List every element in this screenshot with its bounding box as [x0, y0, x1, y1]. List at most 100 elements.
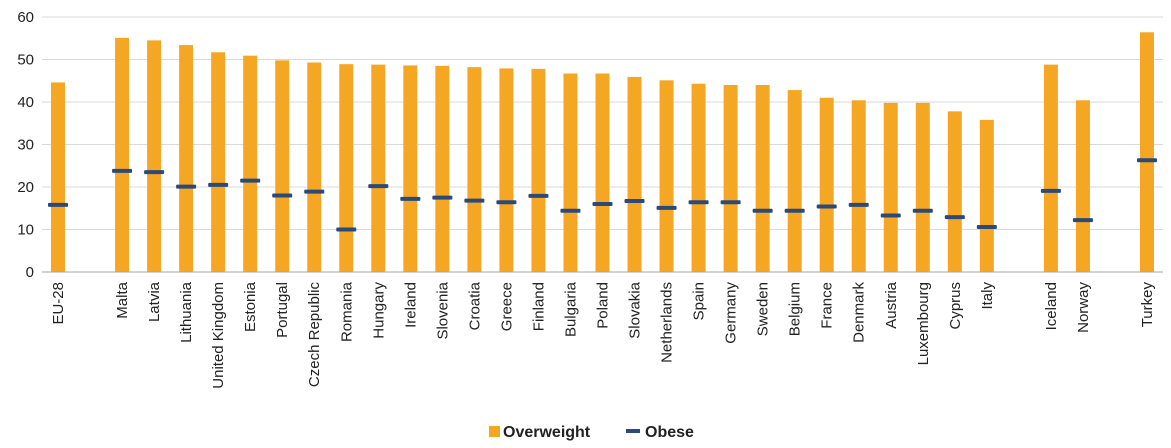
- bar-overweight: [883, 102, 898, 272]
- bar-overweight: [851, 100, 866, 272]
- x-tick-label: Croatia: [466, 281, 483, 330]
- y-tick-label: 50: [17, 52, 34, 69]
- y-tick-label: 20: [17, 179, 34, 196]
- marker-obese: [592, 202, 613, 206]
- marker-obese: [656, 205, 677, 210]
- x-tick-label: Spain: [691, 282, 708, 320]
- x-tick-label: EU-28: [50, 282, 67, 325]
- marker-obese: [624, 199, 645, 204]
- bar-overweight: [499, 68, 514, 272]
- bar-overweight: [1139, 32, 1154, 272]
- x-tick-label: Germany: [723, 282, 740, 344]
- x-tick-label: Cyprus: [947, 282, 964, 330]
- legend-swatch-overweight: [489, 426, 500, 437]
- marker-obese: [464, 198, 485, 203]
- bar-overweight: [723, 85, 738, 272]
- x-tick-label: Slovenia: [434, 281, 451, 339]
- bar-overweight: [147, 40, 162, 272]
- y-tick-label: 30: [17, 137, 34, 154]
- bar-overweight: [947, 111, 962, 272]
- marker-obese: [144, 170, 165, 175]
- bar-overweight: [275, 60, 290, 272]
- marker-obese: [336, 227, 357, 232]
- x-tick-label: Czech Republic: [306, 282, 323, 388]
- y-tick-label: 40: [17, 94, 34, 111]
- marker-obese: [240, 178, 261, 183]
- bar-overweight: [691, 83, 706, 272]
- bar-overweight: [435, 65, 450, 272]
- y-tick-label: 60: [17, 9, 34, 26]
- marker-obese: [848, 202, 869, 207]
- x-tick-label: Ireland: [402, 282, 419, 328]
- x-tick-label: Luxembourg: [915, 282, 932, 365]
- bar-overweight: [1043, 64, 1058, 272]
- x-tick-label: United Kingdom: [210, 282, 227, 389]
- x-tick-label: Estonia: [242, 281, 259, 332]
- marker-obese: [112, 168, 133, 173]
- y-axis-ticks: 0 10 20 30 40 50 60: [17, 9, 34, 281]
- bar-overweight: [979, 119, 994, 272]
- x-tick-label: Norway: [1075, 282, 1092, 333]
- x-tick-label: Turkey: [1139, 282, 1156, 328]
- bar-overweight: [755, 85, 770, 272]
- bar-overweight: [531, 68, 546, 272]
- x-tick-label: Iceland: [1043, 282, 1060, 330]
- marker-obese: [560, 208, 581, 213]
- x-tick-label: Italy: [979, 282, 996, 310]
- x-tick-label: Greece: [498, 282, 515, 331]
- bar-overweight: [915, 102, 930, 272]
- x-tick-label: Austria: [883, 281, 900, 328]
- x-tick-label: Portugal: [274, 282, 291, 338]
- legend-label-overweight: Overweight: [503, 424, 591, 441]
- marker-obese: [1072, 218, 1093, 223]
- x-tick-label: Poland: [595, 282, 612, 329]
- marker-obese: [400, 196, 421, 201]
- bar-overweight: [307, 62, 322, 272]
- x-tick-label: Slovakia: [627, 281, 644, 338]
- marker-obese: [688, 200, 709, 205]
- marker-obese: [176, 184, 197, 189]
- x-tick-label: France: [819, 282, 836, 329]
- bar-overweight: [243, 55, 258, 272]
- x-tick-label: Sweden: [755, 282, 772, 336]
- marker-obese: [528, 193, 549, 198]
- bar-overweight: [1075, 100, 1090, 272]
- x-tick-label: Latvia: [146, 281, 163, 322]
- marker-obese: [976, 224, 997, 229]
- x-tick-label: Hungary: [370, 282, 387, 339]
- x-tick-label: Netherlands: [659, 282, 676, 363]
- bar-overweight: [403, 65, 418, 272]
- marker-obese: [368, 184, 389, 189]
- legend-swatch-obese: [626, 429, 640, 433]
- marker-obese: [496, 200, 517, 205]
- x-tick-label: Bulgaria: [562, 281, 579, 337]
- overweight-bars: [51, 32, 1154, 273]
- bar-overweight: [467, 67, 482, 273]
- marker-obese: [816, 204, 837, 209]
- legend: Overweight Obese: [489, 424, 694, 441]
- marker-obese: [432, 195, 453, 200]
- marker-obese: [1136, 158, 1157, 163]
- marker-obese: [304, 189, 325, 194]
- bar-overweight: [211, 52, 226, 273]
- bar-overweight: [371, 64, 386, 272]
- x-tick-label: Romania: [338, 281, 355, 342]
- bar-overweight: [627, 76, 642, 272]
- marker-obese: [912, 208, 933, 213]
- bar-overweight: [51, 82, 66, 272]
- marker-obese: [720, 200, 741, 205]
- bar-overweight: [115, 37, 130, 273]
- bar-overweight: [659, 80, 674, 272]
- marker-obese: [944, 215, 965, 220]
- marker-obese: [880, 213, 901, 218]
- marker-obese: [784, 208, 805, 213]
- bar-overweight: [595, 73, 610, 273]
- bar-overweight: [819, 97, 834, 272]
- x-tick-label: Denmark: [851, 282, 868, 343]
- y-tick-label: 0: [26, 264, 34, 281]
- marker-obese: [48, 202, 69, 207]
- marker-obese: [208, 182, 229, 187]
- bar-overweight: [179, 45, 194, 272]
- x-tick-label: Finland: [530, 282, 547, 331]
